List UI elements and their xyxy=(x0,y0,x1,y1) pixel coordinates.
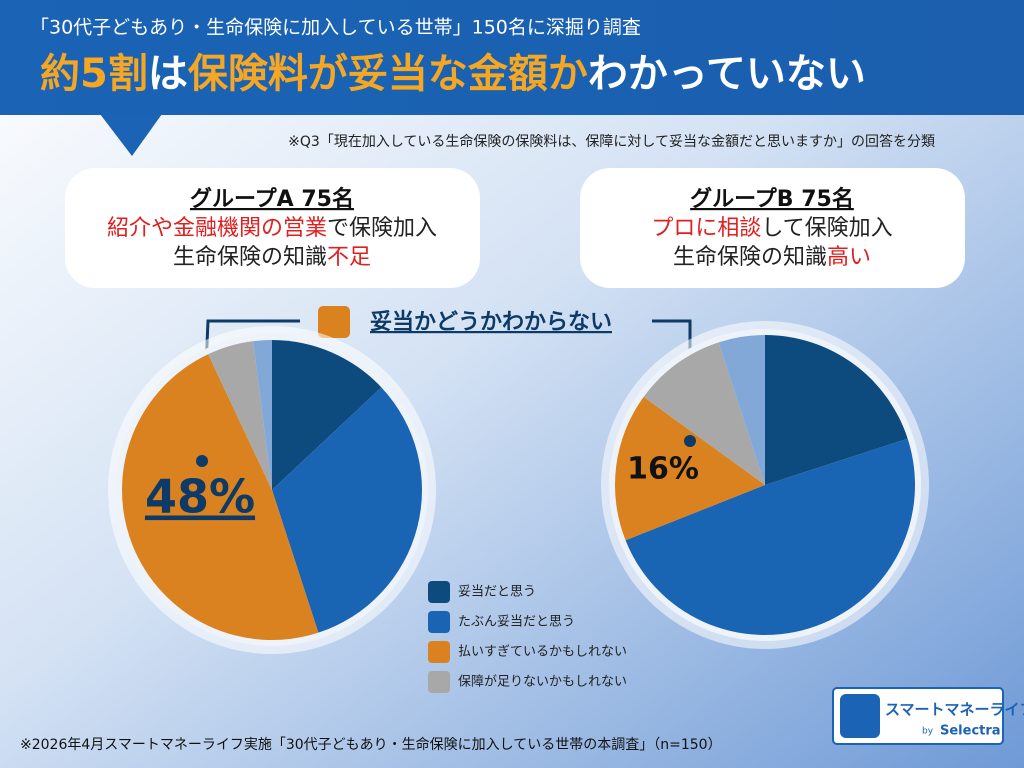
pie-slice xyxy=(122,354,319,640)
group-description: 生命保険の知識高い xyxy=(673,245,871,270)
logo-by: by xyxy=(922,727,934,737)
logo-name: スマートマネーライフ xyxy=(885,701,1024,719)
description-segment: 生命保険の知識 xyxy=(173,245,327,270)
value-label: 48% xyxy=(145,470,255,524)
group-box xyxy=(580,168,965,288)
legend-swatch xyxy=(428,641,450,663)
legend-swatch xyxy=(428,581,450,603)
pie-slice xyxy=(272,387,422,633)
legend-label: たぶん妥当だと思う xyxy=(458,615,575,630)
connector-dot xyxy=(684,435,696,447)
legend-label: 妥当だと思う xyxy=(458,585,536,600)
legend-label: 払いすぎているかもしれない xyxy=(458,645,627,660)
pie-slice xyxy=(625,438,915,635)
description-segment: 高い xyxy=(827,245,871,270)
header-title: 約5割は保険料が妥当な金額かわかっていない xyxy=(40,51,866,97)
group-box xyxy=(65,168,480,288)
pie-slice xyxy=(208,341,272,490)
callout-label: 妥当かどうかわからない xyxy=(370,310,612,335)
description-segment: 不足 xyxy=(327,245,371,270)
legend-swatch xyxy=(428,611,450,633)
description-segment: 生命保険の知識 xyxy=(673,245,827,270)
header-band xyxy=(0,0,1024,115)
pie-slice xyxy=(643,342,765,485)
pie-slice xyxy=(272,340,382,490)
group-title: グループA 75名 xyxy=(190,186,354,212)
group-title: グループB 75名 xyxy=(690,186,854,212)
pie-slice xyxy=(253,340,272,490)
logo-brand: Selectra xyxy=(940,724,1001,739)
header-subtitle: 「30代子どもあり・生命保険に加入している世帯」150名に深掘り調査 xyxy=(30,17,641,39)
description-segment: で保険加入 xyxy=(327,216,437,241)
title-segment: わかっていない xyxy=(588,51,866,97)
connector-dot xyxy=(196,455,208,467)
title-segment: 約5割 xyxy=(40,51,148,97)
legend-label: 保障が足りないかもしれない xyxy=(458,675,627,690)
title-segment: は xyxy=(148,51,188,97)
footer-note: ※2026年4月スマートマネーライフ実施「30代子どもあり・生命保険に加入してい… xyxy=(20,736,722,753)
callout-swatch xyxy=(318,306,350,338)
question-note: ※Q3「現在加入している生命保険の保険料は、保障に対して妥当な金額だと思いますか… xyxy=(288,133,935,150)
pie-slice xyxy=(614,396,765,541)
title-segment: 保険料が妥当な金額か xyxy=(188,51,588,97)
value-label: 16% xyxy=(627,452,699,487)
description-segment: 紹介や金融機関の営業 xyxy=(107,216,327,241)
description-segment: して保険加入 xyxy=(761,216,892,241)
group-description: プロに相談して保険加入 xyxy=(651,216,892,241)
group-description: 紹介や金融機関の営業で保険加入 xyxy=(107,216,437,241)
group-description: 生命保険の知識不足 xyxy=(173,245,371,270)
pie-slice xyxy=(718,335,765,485)
pie-slice xyxy=(765,335,908,485)
description-segment: プロに相談 xyxy=(651,216,761,241)
header-pointer xyxy=(100,114,162,156)
legend-swatch xyxy=(428,671,450,693)
logo-icon xyxy=(840,694,880,738)
